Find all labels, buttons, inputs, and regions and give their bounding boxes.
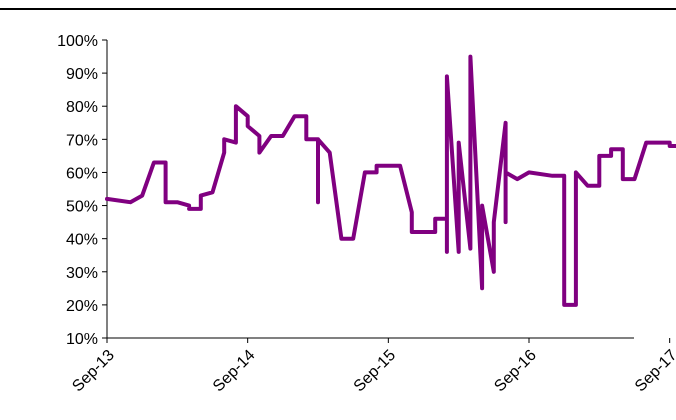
y-tick-label: 30%: [66, 265, 98, 282]
y-tick-label: 60%: [66, 165, 98, 182]
y-tick-label: 40%: [66, 232, 98, 249]
x-tick-label: Sep-17: [632, 347, 676, 396]
y-tick-label: 70%: [66, 132, 98, 149]
y-tick-label: 20%: [66, 298, 98, 315]
y-tick-label: 100%: [57, 33, 98, 50]
x-tick-label: Sep-14: [210, 347, 259, 396]
series-layer: [105, 54, 676, 307]
x-tick-label: Sep-15: [351, 347, 400, 396]
series-line: [105, 54, 676, 307]
y-tick-label: 80%: [66, 99, 98, 116]
y-tick-label: 10%: [66, 331, 98, 348]
y-tick-label: 50%: [66, 199, 98, 216]
x-tick-label: Sep-13: [69, 347, 118, 396]
y-axis: 10% 20% 30% 40% 50% 60% 70% 80% 90% 100%: [57, 33, 108, 348]
x-tick-label: Sep-16: [491, 347, 540, 396]
top-rule: [0, 8, 676, 10]
y-tick-label: 90%: [66, 66, 98, 83]
